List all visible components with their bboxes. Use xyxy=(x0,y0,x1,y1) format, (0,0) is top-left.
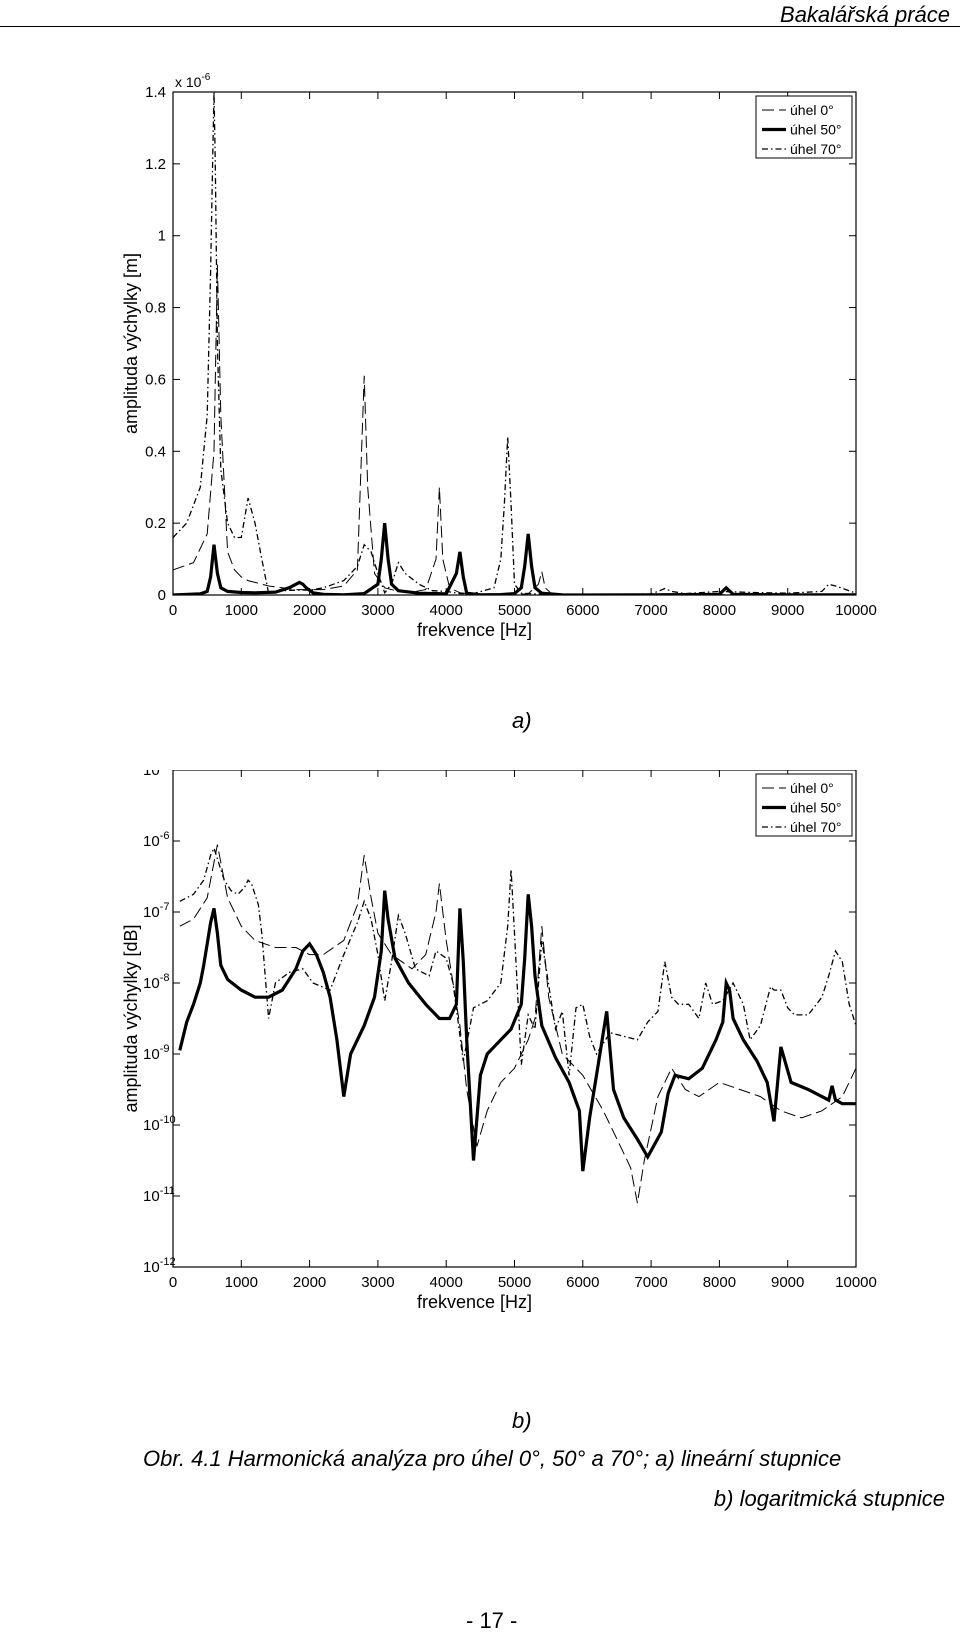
x-tick-label: 10000 xyxy=(835,1274,877,1291)
x-tick-label: 10000 xyxy=(835,602,877,619)
x-tick-label: 7000 xyxy=(634,602,667,619)
legend-entry: úhel 70° xyxy=(790,141,842,157)
x-tick-label: 1000 xyxy=(225,1274,258,1291)
x-tick-label: 0 xyxy=(169,602,177,619)
series-line xyxy=(173,92,856,595)
y-tick-label: 10-12 xyxy=(143,1256,176,1276)
legend-box xyxy=(755,95,853,159)
legend-entry: úhel 50° xyxy=(790,800,842,816)
x-tick-label: 9000 xyxy=(771,602,804,619)
legend-entry: úhel 0° xyxy=(790,780,834,796)
x-tick-label: 8000 xyxy=(703,1274,736,1291)
y-tick-label: 10-10 xyxy=(143,1114,176,1134)
series-line xyxy=(178,890,856,1172)
y-exponent-label: x 10-6 xyxy=(175,72,211,90)
y-axis-label: amplituda výchylky [m] xyxy=(121,253,141,434)
x-tick-label: 8000 xyxy=(703,602,736,619)
x-tick-label: 2000 xyxy=(293,602,326,619)
x-tick-label: 9000 xyxy=(771,1274,804,1291)
y-tick-label: 10-8 xyxy=(143,972,169,992)
y-tick-label: 0.2 xyxy=(145,515,166,532)
y-tick-label: 1.2 xyxy=(145,156,166,173)
y-tick-label: 10-7 xyxy=(143,901,169,921)
y-tick-label: 10-6 xyxy=(143,830,169,850)
legend-entry: úhel 0° xyxy=(790,102,834,118)
figure-caption-line2: b) logaritmická stupnice xyxy=(713,1486,945,1511)
header-rule xyxy=(0,26,960,27)
series-line xyxy=(179,844,856,1204)
y-tick-label: 0 xyxy=(158,587,166,604)
x-tick-label: 6000 xyxy=(566,602,599,619)
x-tick-label: 7000 xyxy=(634,1274,667,1291)
y-tick-label: 1 xyxy=(158,228,166,245)
figure-label-a: a) xyxy=(512,708,532,733)
x-axis-label: frekvence [Hz] xyxy=(417,1292,532,1312)
page-number: - 17 - xyxy=(466,1608,518,1633)
x-tick-label: 3000 xyxy=(361,602,394,619)
legend-entry: úhel 70° xyxy=(790,819,842,835)
running-header: Bakalářská práce xyxy=(780,2,950,27)
x-tick-label: 2000 xyxy=(293,1274,326,1291)
series-line xyxy=(173,264,856,595)
plot-frame xyxy=(172,91,857,596)
y-tick-label: 10-9 xyxy=(143,1043,169,1063)
y-tick-label: 10-11 xyxy=(143,1185,175,1205)
x-tick-label: 5000 xyxy=(498,1274,531,1291)
chart-log: 0 1000 2000 3000 4000 5000 6000 7000 8000 9000 100… xyxy=(121,770,877,1312)
y-tick-label: 1.4 xyxy=(145,84,166,101)
legend-box xyxy=(755,773,853,837)
series-line xyxy=(179,846,856,1076)
y-axis-label: amplituda výchylky [dB] xyxy=(121,924,141,1112)
legend-entry: úhel 50° xyxy=(790,122,842,138)
figure-label-b: b) xyxy=(512,1408,532,1433)
y-tick-label: 0.4 xyxy=(145,443,166,460)
x-tick-label: 5000 xyxy=(498,602,531,619)
x-axis-label: frekvence [Hz] xyxy=(417,620,532,640)
chart-linear: 0 1000 2000 3000 4000 5000 6000 7000 8000 9000 100… xyxy=(121,72,877,640)
y-tick-label: 0.6 xyxy=(145,371,166,388)
series-line xyxy=(173,522,856,595)
y-tick-label: 0.8 xyxy=(145,300,166,317)
x-tick-label: 4000 xyxy=(430,602,463,619)
x-tick-label: 4000 xyxy=(430,1274,463,1291)
y-tick-label: 10-5 xyxy=(143,770,169,779)
x-tick-label: 1000 xyxy=(225,602,258,619)
x-tick-label: 0 xyxy=(169,1274,177,1291)
x-tick-label: 6000 xyxy=(566,1274,599,1291)
x-tick-label: 3000 xyxy=(361,1274,394,1291)
figure-caption-line1: Obr. 4.1 Harmonická analýza pro úhel 0°,… xyxy=(143,1446,842,1471)
